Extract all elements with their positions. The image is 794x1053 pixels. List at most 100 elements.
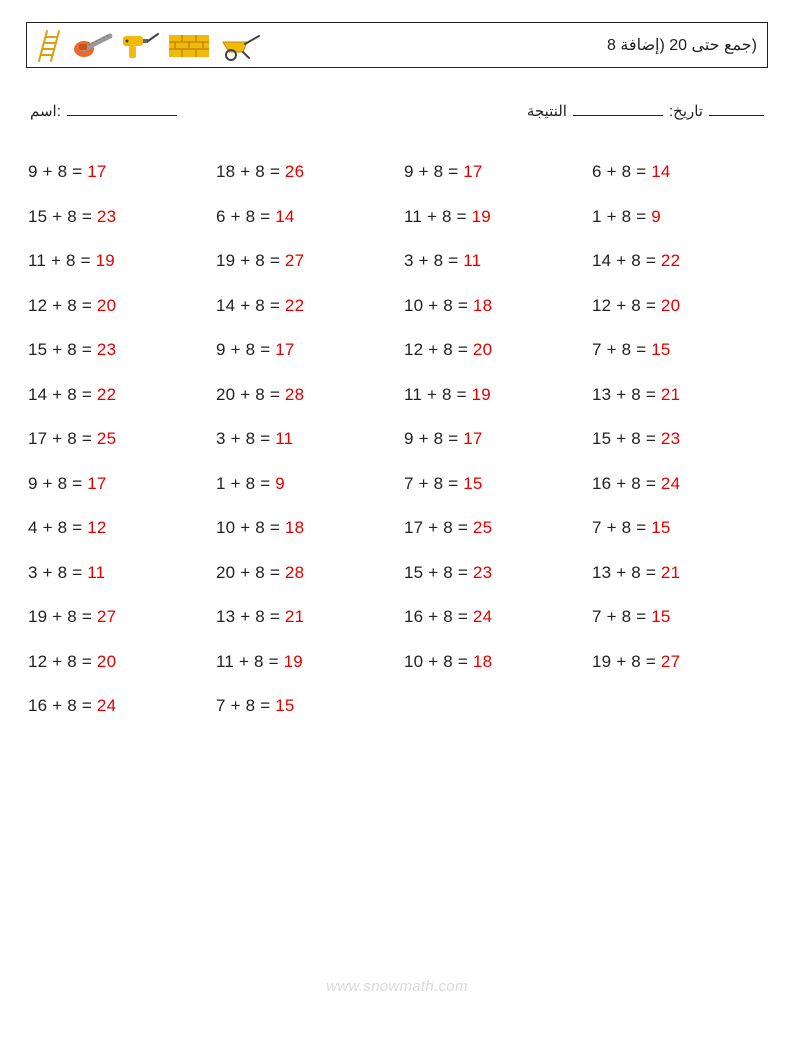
problem-expression: 12 + 8 =	[28, 652, 97, 672]
problem-cell: 3 + 8 = 11	[214, 417, 392, 462]
problem-answer: 27	[285, 251, 304, 271]
problem-answer: 11	[463, 251, 481, 271]
problems-grid: 9 + 8 = 1718 + 8 = 269 + 8 = 176 + 8 = 1…	[26, 150, 768, 729]
wheelbarrow-icon	[219, 28, 261, 62]
problem-expression: 12 + 8 =	[592, 296, 661, 316]
problem-answer: 17	[463, 162, 482, 182]
problem-cell: 9 + 8 = 17	[402, 150, 580, 195]
problem-answer: 15	[651, 518, 670, 538]
problem-answer: 26	[285, 162, 304, 182]
problem-answer: 23	[661, 429, 680, 449]
problem-expression: 13 + 8 =	[592, 385, 661, 405]
problem-answer: 19	[284, 652, 303, 672]
problem-answer: 22	[285, 296, 304, 316]
problem-cell: 18 + 8 = 26	[214, 150, 392, 195]
problem-expression: 7 + 8 =	[592, 340, 651, 360]
problem-answer: 28	[285, 563, 304, 583]
problem-expression: 17 + 8 =	[404, 518, 473, 538]
problem-cell: 15 + 8 = 23	[590, 417, 768, 462]
problem-expression: 19 + 8 =	[28, 607, 97, 627]
problem-expression: 7 + 8 =	[592, 518, 651, 538]
problem-cell: 15 + 8 = 23	[402, 551, 580, 596]
problem-expression: 7 + 8 =	[592, 607, 651, 627]
problem-answer: 9	[651, 207, 661, 227]
problem-answer: 14	[275, 207, 294, 227]
problem-cell: 7 + 8 = 15	[590, 595, 768, 640]
header-box: (جمع حتى 20 (إضافة 8	[26, 22, 768, 68]
problem-expression: 10 + 8 =	[404, 296, 473, 316]
problem-answer: 20	[97, 652, 116, 672]
problem-answer: 12	[87, 518, 106, 538]
problem-expression: 9 + 8 =	[216, 340, 275, 360]
problem-answer: 17	[275, 340, 294, 360]
problem-expression: 7 + 8 =	[216, 696, 275, 716]
problem-expression: 15 + 8 =	[404, 563, 473, 583]
problem-expression: 11 + 8 =	[404, 385, 472, 405]
problem-expression: 10 + 8 =	[404, 652, 473, 672]
problem-cell: 14 + 8 = 22	[26, 373, 204, 418]
problem-answer: 24	[661, 474, 680, 494]
problem-expression: 12 + 8 =	[28, 296, 97, 316]
problem-answer: 24	[97, 696, 116, 716]
problem-expression: 9 + 8 =	[404, 429, 463, 449]
problem-answer: 28	[285, 385, 304, 405]
problem-answer: 21	[661, 563, 680, 583]
problem-cell: 12 + 8 = 20	[26, 284, 204, 329]
problem-expression: 17 + 8 =	[28, 429, 97, 449]
problem-cell: 4 + 8 = 12	[26, 506, 204, 551]
problem-answer: 27	[97, 607, 116, 627]
problem-cell: 7 + 8 = 15	[214, 684, 392, 729]
problem-cell: 9 + 8 = 17	[402, 417, 580, 462]
header-icons	[33, 27, 261, 63]
problem-cell: 11 + 8 = 19	[402, 195, 580, 240]
problem-expression: 1 + 8 =	[592, 207, 651, 227]
problem-cell: 7 + 8 = 15	[590, 328, 768, 373]
problem-answer: 19	[472, 207, 491, 227]
date-label: :تاريخ	[669, 102, 703, 120]
problem-cell: 13 + 8 = 21	[590, 551, 768, 596]
problem-expression: 12 + 8 =	[404, 340, 473, 360]
problem-answer: 18	[285, 518, 304, 538]
problem-cell: 6 + 8 = 14	[590, 150, 768, 195]
problem-cell: 11 + 8 = 19	[402, 373, 580, 418]
problem-expression: 11 + 8 =	[404, 207, 472, 227]
meta-right: النتيجة :تاريخ	[527, 102, 764, 120]
problem-answer: 20	[661, 296, 680, 316]
problem-expression: 16 + 8 =	[404, 607, 473, 627]
problem-answer: 23	[97, 340, 116, 360]
problem-expression: 6 + 8 =	[592, 162, 651, 182]
problem-expression: 3 + 8 =	[216, 429, 275, 449]
problem-answer: 15	[651, 607, 670, 627]
chainsaw-icon	[73, 29, 113, 61]
problem-expression: 11 + 8 =	[28, 251, 96, 271]
problem-expression: 14 + 8 =	[216, 296, 285, 316]
problem-answer: 20	[473, 340, 492, 360]
problem-cell: 11 + 8 = 19	[26, 239, 204, 284]
problem-cell: 9 + 8 = 17	[26, 150, 204, 195]
problem-answer: 23	[97, 207, 116, 227]
name-blank	[67, 102, 177, 116]
problem-expression: 15 + 8 =	[28, 207, 97, 227]
problem-cell	[402, 684, 580, 729]
problem-answer: 21	[285, 607, 304, 627]
problem-expression: 14 + 8 =	[592, 251, 661, 271]
problem-cell: 7 + 8 = 15	[402, 462, 580, 507]
problem-cell: 19 + 8 = 27	[214, 239, 392, 284]
problem-answer: 23	[473, 563, 492, 583]
problem-expression: 20 + 8 =	[216, 385, 285, 405]
problem-expression: 16 + 8 =	[592, 474, 661, 494]
problem-answer: 9	[275, 474, 285, 494]
problem-answer: 11	[275, 429, 293, 449]
problem-cell: 1 + 8 = 9	[214, 462, 392, 507]
problem-cell: 20 + 8 = 28	[214, 551, 392, 596]
drill-icon	[121, 28, 159, 62]
problem-answer: 22	[97, 385, 116, 405]
problem-answer: 27	[661, 652, 680, 672]
problem-cell: 20 + 8 = 28	[214, 373, 392, 418]
problem-expression: 3 + 8 =	[404, 251, 463, 271]
date-blank	[709, 102, 764, 116]
problem-cell: 10 + 8 = 18	[402, 284, 580, 329]
problem-expression: 10 + 8 =	[216, 518, 285, 538]
problem-cell: 9 + 8 = 17	[214, 328, 392, 373]
problem-cell: 16 + 8 = 24	[402, 595, 580, 640]
